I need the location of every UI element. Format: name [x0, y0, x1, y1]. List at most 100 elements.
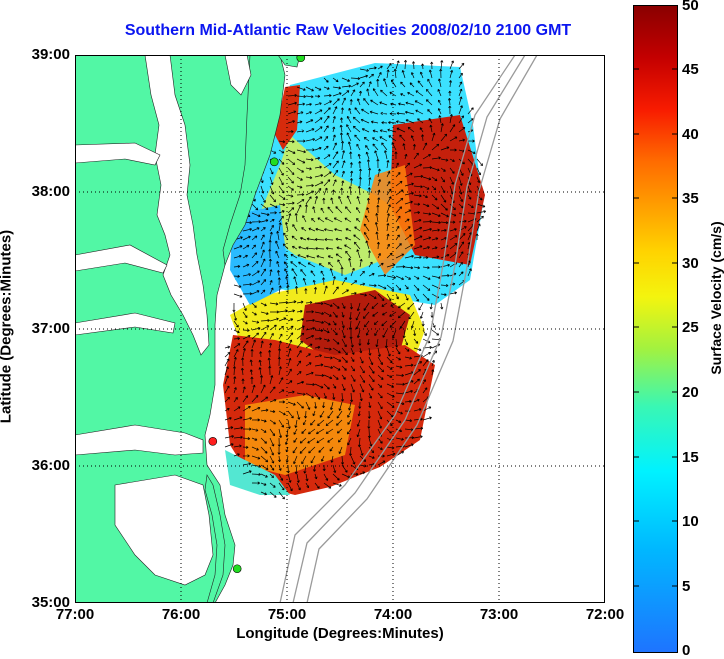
velocity-arrow: [242, 462, 252, 466]
velocity-arrow: [242, 273, 251, 277]
velocity-arrow: [314, 195, 319, 205]
velocity-arrow: [310, 419, 316, 426]
velocity-arrow: [341, 338, 347, 348]
velocity-arrow: [338, 437, 343, 443]
velocity-arrow: [347, 428, 352, 435]
velocity-arrow: [384, 338, 388, 349]
velocity-arrow: [395, 437, 404, 441]
velocity-arrow: [386, 365, 393, 370]
velocity-arrow: [367, 187, 371, 196]
velocity-arrow: [356, 419, 361, 427]
colorbar-tick-label: 10: [682, 513, 699, 530]
velocity-arrow: [398, 102, 406, 106]
velocity-arrow: [377, 347, 381, 357]
velocity-arrow: [375, 231, 379, 241]
velocity-arrow: [383, 78, 388, 88]
velocity-arrow: [294, 419, 298, 428]
velocity-arrow: [458, 138, 466, 142]
velocity-arrow: [269, 203, 278, 209]
velocity-arrow: [382, 311, 388, 316]
velocity-arrow: [404, 172, 413, 178]
velocity-arrow: [305, 473, 309, 482]
velocity-arrow: [296, 149, 306, 154]
velocity-arrow: [242, 416, 252, 421]
velocity-arrow: [359, 74, 369, 79]
velocity-arrow: [395, 356, 401, 361]
velocity-arrow: [395, 265, 406, 269]
velocity-arrow: [305, 111, 312, 115]
velocity-arrow: [368, 437, 373, 447]
velocity-arrow: [335, 206, 343, 214]
velocity-arrow: [386, 181, 391, 187]
velocity-arrow: [276, 270, 280, 277]
velocity-arrow: [346, 115, 352, 124]
chesapeake-bay: [144, 55, 210, 356]
velocity-arrow: [292, 224, 298, 232]
velocity-arrow: [242, 282, 252, 286]
velocity-arrow: [330, 197, 334, 205]
velocity-arrow: [232, 302, 236, 313]
velocity-arrow: [358, 176, 362, 187]
velocity-arrow: [332, 115, 336, 124]
velocity-arrow: [268, 248, 272, 259]
velocity-arrow: [377, 410, 383, 420]
velocity-arrow: [393, 68, 397, 79]
velocity-arrow: [242, 454, 250, 458]
velocity-arrow: [296, 360, 302, 367]
velocity-arrow: [296, 350, 302, 358]
velocity-arrow: [350, 82, 359, 88]
velocity-arrow: [422, 275, 431, 280]
velocity-arrow: [458, 233, 466, 241]
velocity-arrow: [269, 310, 280, 314]
velocity-arrow: [323, 100, 332, 106]
x-axis-label: Longitude (Degrees:Minutes): [236, 625, 444, 642]
velocity-arrow: [404, 338, 409, 346]
velocity-arrow: [260, 212, 270, 216]
velocity-arrow: [354, 226, 361, 232]
velocity-arrow: [413, 185, 423, 189]
velocity-arrow: [349, 178, 353, 187]
map-plot-area[interactable]: [75, 55, 605, 603]
velocity-arrow: [341, 311, 345, 318]
velocity-arrow: [269, 167, 274, 175]
velocity-arrow: [376, 78, 380, 88]
velocity-arrow: [296, 86, 306, 91]
velocity-arrow: [251, 437, 258, 441]
velocity-arrow: [278, 389, 285, 394]
velocity-arrow: [400, 81, 406, 88]
velocity-arrow: [438, 78, 442, 88]
velocity-arrow: [305, 158, 314, 162]
velocity-arrow: [347, 419, 352, 425]
velocity-arrow: [296, 193, 305, 197]
velocity-arrow: [305, 310, 314, 314]
velocity-arrow: [428, 118, 433, 124]
map-grid: [75, 55, 605, 603]
velocity-arrow: [422, 154, 431, 160]
velocity-arrow: [341, 374, 346, 380]
velocity-arrow: [339, 124, 343, 133]
velocity-arrow: [422, 359, 429, 367]
velocity-arrow: [305, 334, 315, 340]
velocity-arrow: [277, 455, 282, 463]
velocity-arrow: [294, 464, 298, 475]
velocity-arrow: [386, 284, 395, 291]
velocity-arrow: [346, 132, 352, 142]
velocity-arrow: [249, 369, 253, 376]
velocity-arrow: [422, 142, 428, 151]
velocity-arrow: [357, 410, 361, 417]
velocity-arrow: [290, 261, 298, 268]
velocity-arrow: [425, 88, 433, 97]
velocity-arrow: [267, 357, 271, 367]
velocity-arrow: [332, 106, 338, 115]
velocity-arrow: [314, 237, 325, 242]
velocity-arrow: [358, 401, 362, 409]
velocity-arrow: [380, 111, 388, 115]
velocity-arrow: [233, 376, 237, 385]
velocity-arrow: [283, 232, 289, 241]
velocity-arrow: [242, 334, 251, 340]
velocity-arrow: [377, 284, 387, 290]
velocity-arrow: [329, 268, 334, 277]
velocity-arrow: [325, 419, 334, 426]
ytick-label: 35:00: [31, 594, 70, 611]
velocity-arrow: [312, 410, 316, 417]
